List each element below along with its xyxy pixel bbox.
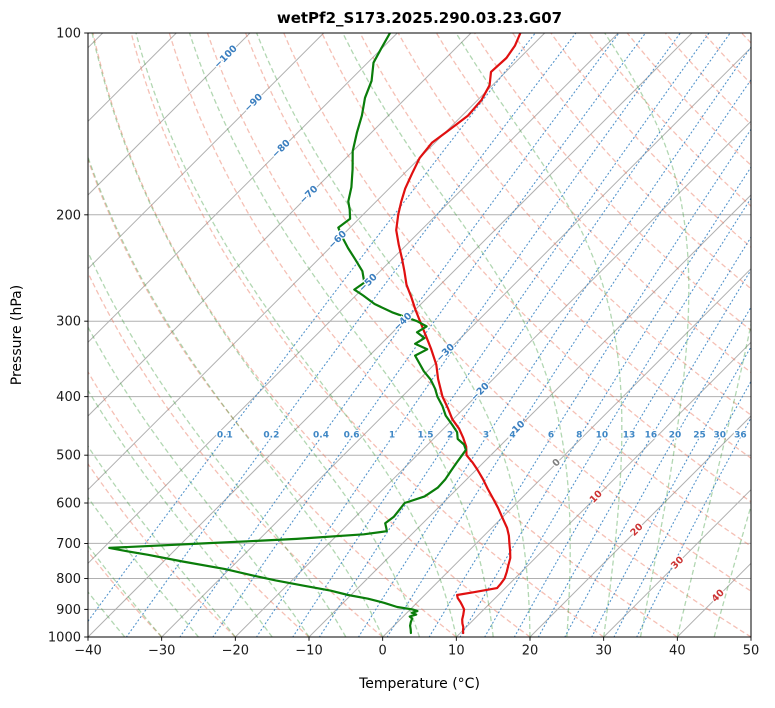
mixing-ratio-label: 30 (714, 430, 727, 440)
y-axis-ticks: 100 200 300 400 500 600 700 800 900 1000 (48, 27, 88, 646)
y-tick-label: 800 (56, 572, 81, 587)
mixing-ratio-label: 2 (447, 430, 453, 440)
x-tick-label: 40 (669, 644, 686, 659)
y-tick-label: 900 (56, 603, 81, 618)
y-axis-label: Pressure (hPa) (9, 284, 25, 386)
x-axis-ticks: −40 −30 −20 −10 0 10 20 30 40 50 (74, 637, 759, 659)
mixing-ratio-label: 8 (576, 430, 582, 440)
mixing-ratio-label: 3 (483, 430, 489, 440)
moist-adiabat-lines (88, 33, 751, 637)
x-tick-label: −30 (148, 644, 175, 659)
x-tick-label: 0 (379, 644, 387, 659)
x-tick-label: 30 (595, 644, 612, 659)
y-tick-label: 1000 (48, 631, 81, 646)
mixing-ratio-lines (88, 33, 751, 637)
mixing-ratio-label: 6 (548, 430, 554, 440)
mixing-ratio-label: 0.6 (344, 430, 360, 440)
mixing-ratio-label: 4 (509, 430, 515, 440)
y-tick-label: 500 (56, 449, 81, 464)
mixing-ratio-label: 0.1 (217, 430, 233, 440)
y-tick-label: 300 (56, 315, 81, 330)
y-tick-label: 700 (56, 537, 81, 552)
x-tick-label: −20 (222, 644, 249, 659)
isotherm-gridlines (88, 33, 751, 637)
mixing-ratio-label: 1 (389, 430, 395, 440)
mixing-ratio-label: 25 (693, 430, 706, 440)
mixing-ratio-label: 13 (623, 430, 636, 440)
x-tick-label: −40 (74, 644, 101, 659)
temperature-profile-line (395, 33, 522, 635)
mixing-ratio-label: 16 (645, 430, 658, 440)
mixing-ratio-label: 10 (596, 430, 609, 440)
y-tick-label: 100 (56, 27, 81, 42)
mixing-ratio-label: 0.2 (263, 430, 279, 440)
plot-frame (87, 32, 752, 638)
y-tick-label: 600 (56, 497, 81, 512)
chart-title: wetPf2_S173.2025.290.03.23.G07 (276, 9, 563, 27)
mixing-ratio-label: 36 (734, 430, 747, 440)
mixing-ratio-label: 1.5 (418, 430, 434, 440)
y-tick-label: 200 (56, 208, 81, 223)
mixing-ratio-labels: 0.1 0.2 0.4 0.6 1 1.5 2 3 4 6 8 10 13 16 20 25 30 36 (216, 429, 748, 441)
x-tick-label: 10 (448, 644, 465, 659)
mixing-ratio-label: 20 (669, 430, 682, 440)
y-tick-label: 400 (56, 390, 81, 405)
mixing-ratio-label: 0.4 (313, 430, 329, 440)
x-tick-label: 50 (743, 644, 760, 659)
x-tick-label: −10 (295, 644, 322, 659)
dewpoint-profile-line (108, 33, 467, 635)
x-axis-label: Temperature (°C) (359, 676, 480, 692)
dry-adiabat-lines (88, 33, 751, 637)
x-tick-label: 20 (522, 644, 539, 659)
